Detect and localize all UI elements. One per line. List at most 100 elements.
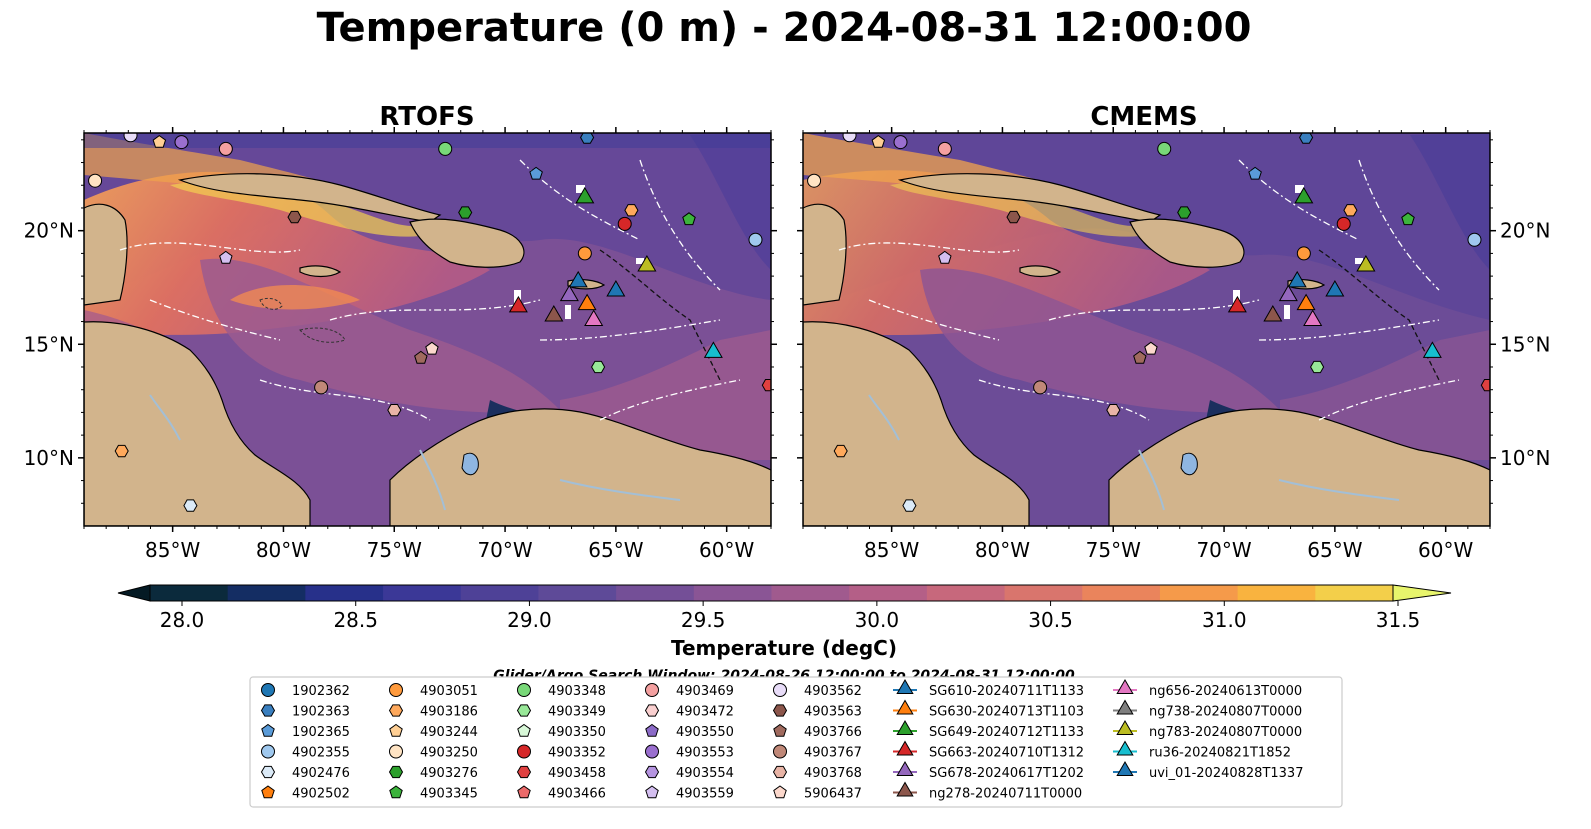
legend-entry-argo: 4903244: [389, 723, 478, 740]
legend-marker-icon: [261, 683, 275, 697]
x-tick-label: 80°W: [256, 538, 311, 562]
legend-entry-glider: ng656-20240613T0000: [1113, 679, 1302, 699]
argo-marker-4903276: [1177, 206, 1192, 219]
y-tick-label: 15°N: [24, 332, 74, 356]
colorbar-tick-label: 31.5: [1376, 608, 1421, 632]
legend-entry-argo: 4903250: [389, 744, 478, 761]
argo-marker-4903349: [591, 360, 606, 374]
argo-marker-4903244: [152, 134, 167, 148]
colorbar-swatch: [849, 585, 928, 601]
legend-triangle-icon: [1116, 720, 1134, 735]
colorbar-swatch: [460, 585, 539, 601]
argo-marker-4903051: [577, 246, 592, 261]
legend-entry-argo: 1902363: [260, 704, 350, 720]
argo-marker-4903352: [617, 216, 632, 231]
colorbar-swatch: [383, 585, 462, 601]
colorbar-swatch: [150, 585, 229, 601]
argo-marker-4903562: [842, 133, 857, 143]
x-tick-label: 65°W: [1307, 538, 1362, 562]
y-tick-label: 20°N: [24, 219, 74, 243]
colorbar-tick-label: 29.5: [681, 608, 726, 632]
colorbar-swatch: [771, 585, 850, 601]
figure-title: Temperature (0 m) - 2024-08-31 12:00:00: [317, 5, 1252, 51]
colorbar-swatch: [616, 585, 695, 601]
legend-label: 4903559: [676, 787, 734, 802]
argo-marker-1902363: [580, 133, 595, 144]
argo-marker-4903559: [219, 250, 233, 264]
colorbar-tick-label: 29.0: [507, 608, 552, 632]
legend-label: 5906437: [804, 787, 862, 802]
glider-marker-uvi_01-20240828T1337: [568, 270, 588, 288]
x-tick-label: 70°W: [477, 538, 532, 562]
argo-marker-5906437: [425, 341, 439, 355]
glider-marker-ng278-20240711T0000: [544, 304, 564, 322]
argo-marker-4903559: [938, 250, 952, 264]
legend-label: ng656-20240613T0000: [1149, 684, 1302, 699]
legend-entry-argo: 4903553: [645, 744, 734, 761]
glider-marker-SG630-20240713T1103: [1296, 293, 1316, 311]
legend-entry-argo: 4903559: [645, 785, 734, 802]
x-tick-label: 85°W: [864, 538, 919, 562]
legend-label: ru36-20240821T1852: [1149, 746, 1291, 761]
legend-marker-icon: [388, 704, 404, 717]
glider-marker-ng783-20240807T0000: [637, 255, 657, 272]
legend-entry-argo: 4903350: [517, 723, 606, 740]
argo-marker-4903553: [893, 135, 908, 150]
legend-label: 4903766: [804, 725, 862, 740]
colorbar-swatch: [1237, 585, 1316, 601]
legend-label: 4903562: [804, 684, 862, 699]
legend-marker-icon: [261, 744, 275, 759]
legend-label: 4903352: [548, 746, 606, 761]
legend-entry-argo: 4903767: [773, 744, 862, 761]
glider-marker-SG678-20240617T1202: [559, 284, 579, 302]
glider-marker-ng656-20240613T0000: [584, 309, 604, 326]
glider-marker-SG610-20240711T1133: [606, 279, 626, 297]
legend-label: 4902502: [292, 787, 350, 802]
argo-marker-4903186: [624, 204, 639, 217]
panel-title-rtofs: RTOFS: [379, 102, 474, 132]
legend-label: 4903350: [548, 725, 606, 740]
legend-label: 4903250: [420, 746, 478, 761]
argo-marker-4903562: [777, 208, 790, 221]
glider-marker-SG649-20240712T1133: [575, 186, 595, 204]
colorbar-tick-label: 30.0: [855, 608, 900, 632]
legend-label: 4903345: [420, 787, 478, 802]
legend-entry-glider: ru36-20240821T1852: [1113, 740, 1291, 761]
argo-marker-4903766: [1133, 350, 1147, 364]
legend-label: 4903458: [548, 766, 606, 781]
glider-marker-ng656-20240613T0000: [1303, 309, 1323, 326]
legend-label: 4903276: [420, 766, 478, 781]
legend-entry-argo: 4902476: [260, 765, 350, 781]
legend-label: 1902365: [292, 725, 350, 740]
argo-marker-4903276: [458, 206, 473, 219]
colorbar-swatch: [1082, 585, 1161, 601]
x-tick-label: 60°W: [1418, 538, 1473, 562]
argo-marker-4903244: [871, 134, 886, 148]
legend-marker-icon: [389, 723, 403, 737]
argo-markers-cmems: [777, 133, 1490, 512]
argo-marker-4903553: [174, 135, 189, 150]
glider-marker-SG678-20240617T1202: [1278, 284, 1298, 302]
legend-entry-glider: SG610-20240711T1133: [893, 679, 1084, 699]
y-tick-label: 10°N: [1500, 446, 1550, 470]
argo-marker-4903563: [287, 210, 302, 224]
legend-marker-icon: [516, 765, 532, 779]
legend-entry-argo: 4903186: [388, 704, 478, 720]
legend-entry-argo: 1902362: [261, 683, 350, 699]
legend: 1902362 1902363 1902365 4902355 4902476 49025…: [249, 676, 1343, 808]
legend-label: 1902363: [292, 705, 350, 720]
legend-marker-icon: [517, 723, 531, 737]
argo-marker-1902365: [1248, 166, 1262, 180]
argo-marker-4903051: [1296, 246, 1311, 261]
legend-label: SG610-20240711T1133: [929, 684, 1084, 699]
legend-entry-argo: 4903276: [388, 765, 478, 781]
argo-marker-1902363: [1299, 133, 1314, 144]
legend-entry-argo: 4903472: [644, 704, 734, 720]
legend-entry-argo: 4903768: [772, 765, 862, 781]
glider-marker-ru36-20240821T1852: [1422, 341, 1442, 358]
legend-marker-icon: [517, 785, 531, 799]
legend-triangle-icon: [896, 761, 914, 776]
argo-marker-5906437: [1144, 341, 1158, 355]
argo-marker-4903348: [1157, 141, 1172, 156]
legend-triangle-icon: [1116, 761, 1134, 776]
